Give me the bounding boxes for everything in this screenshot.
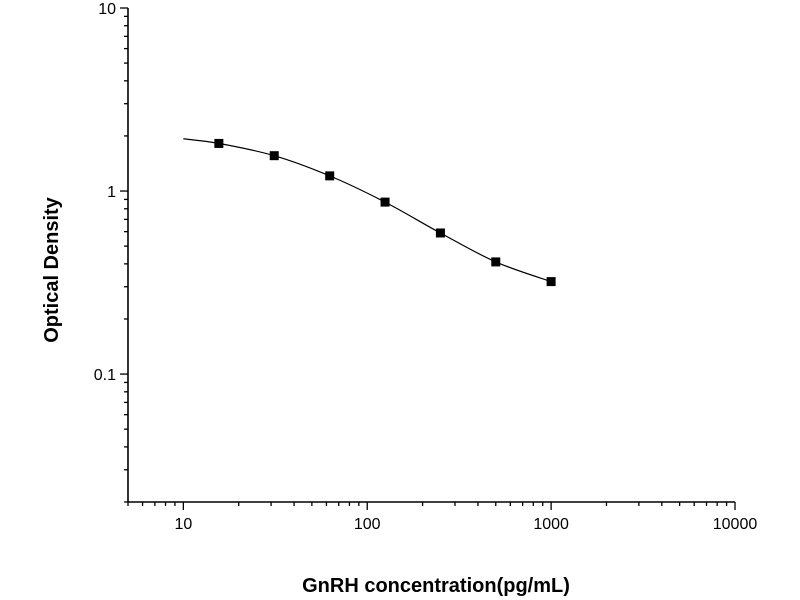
x-axis-title: GnRH concentration(pg/mL) — [302, 575, 570, 597]
data-point — [435, 228, 445, 238]
data-point — [269, 151, 279, 161]
axes — [127, 8, 735, 503]
data-point — [380, 197, 390, 207]
data-point — [325, 171, 335, 181]
y-tick-label: 10 — [98, 1, 116, 18]
data-point — [214, 138, 224, 148]
x-tick-label: 1000 — [533, 516, 569, 533]
data-point — [491, 257, 501, 267]
x-tick-label: 10 — [174, 516, 192, 533]
x-tick-label: 10000 — [713, 516, 758, 533]
x-tick-label: 100 — [354, 516, 381, 533]
y-tick-label: 1 — [107, 184, 116, 201]
x-ticks: 10 100 1000 10000 — [127, 502, 758, 533]
y-axis-title: Optical Density — [41, 196, 63, 342]
y-tick-label: 0.1 — [94, 367, 116, 384]
y-ticks: 0.1 1 10 — [94, 1, 128, 503]
data-point — [546, 277, 556, 287]
series-layer — [183, 138, 556, 287]
